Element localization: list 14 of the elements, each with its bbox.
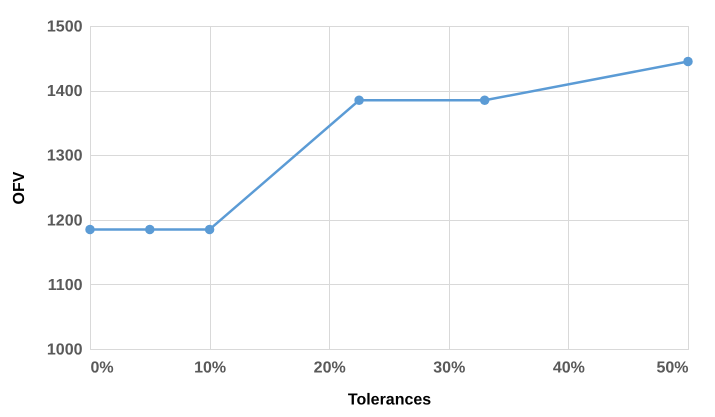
y-tick-label: 1000 [46, 342, 83, 358]
y-tick-label: 1200 [46, 212, 83, 230]
y-axis-title: OFV [10, 171, 28, 204]
x-tick-label: 40% [552, 360, 585, 376]
x-tick-label: 50% [656, 360, 688, 376]
x-tick-label: 20% [314, 360, 346, 376]
y-tick-label: 1100 [48, 276, 83, 294]
x-tick-label: 10% [194, 360, 226, 376]
y-tick-label: 1300 [46, 148, 83, 165]
x-tick-label: 0% [90, 360, 114, 376]
x-tick-label: 30% [433, 360, 466, 376]
y-tick-label: 1400 [46, 83, 83, 100]
x-axis-title: Tolerances [348, 392, 432, 408]
y-tick-label: 1500 [46, 18, 83, 36]
